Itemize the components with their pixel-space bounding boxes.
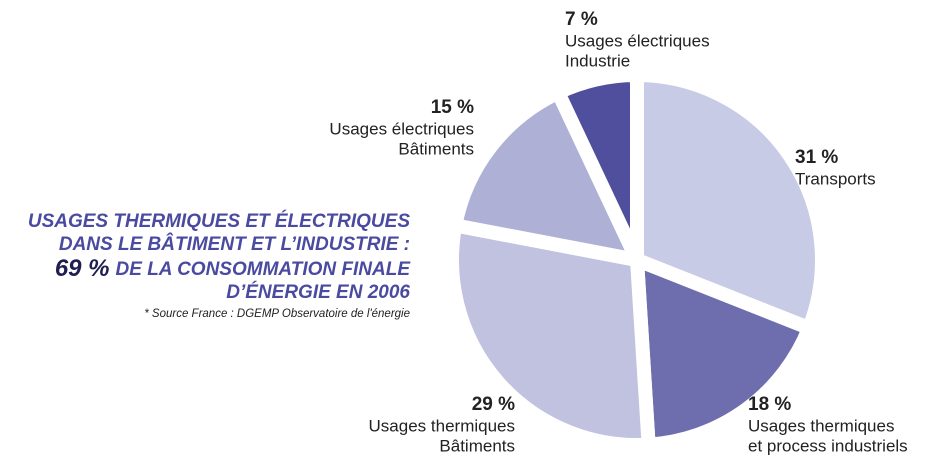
title-line: USAGES THERMIQUES ET ÉLECTRIQUES [28,210,410,232]
pie-slice [629,249,819,453]
pie-slice [447,83,650,270]
category-label: Usages électriques [329,119,474,138]
pie-slice [548,67,644,263]
value-label: 29 % [472,394,515,415]
category-label: Transports [795,169,876,188]
value-label: 7 % [565,9,598,30]
value-label: 15 % [431,97,474,118]
value-label: 31 % [795,147,838,168]
category-label: Usages thermiques [369,416,515,435]
value-label: 18 % [748,394,791,415]
category-label: Bâtiments [439,436,515,455]
title-line: DE LA CONSOMMATION FINALE [116,259,412,280]
category-label: et process industriels [748,436,908,455]
title-line: DANS LE BÂTIMENT ET L’INDUSTRIE : [59,233,410,255]
category-label: Bâtiments [398,139,474,158]
pie-slice [630,67,829,338]
category-label: Usages thermiques [748,416,894,435]
source-note: * Source France : DGEMP Observatoire de … [144,308,410,320]
category-label: Industrie [565,51,630,70]
title: USAGES THERMIQUES ET ÉLECTRIQUES DANS LE… [28,210,411,320]
category-label: Usages électriques [565,31,710,50]
title-highlight: 69 % [55,255,110,282]
pie-slice [445,217,657,452]
title-line: 69 % DE LA CONSOMMATION FINALE [55,255,412,282]
title-line: D’ÉNERGIE EN 2006 [226,281,410,303]
